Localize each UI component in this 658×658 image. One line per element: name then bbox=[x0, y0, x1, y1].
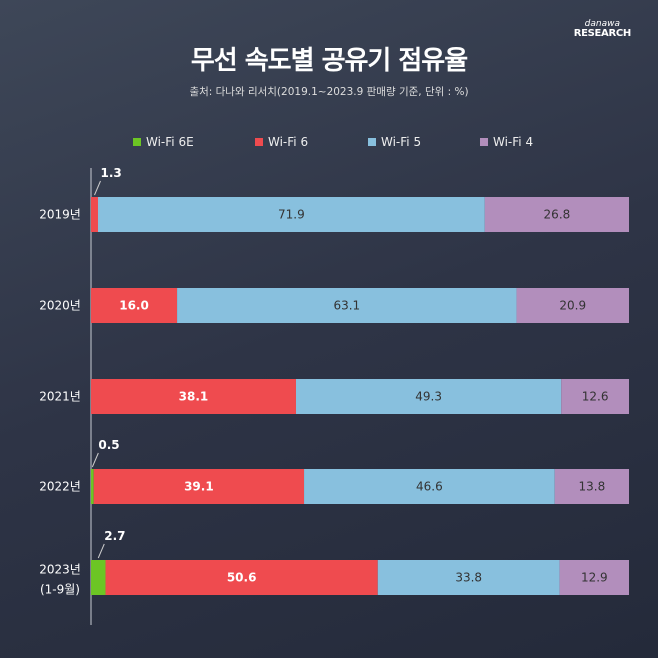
category-label: 2020년 bbox=[39, 299, 81, 313]
legend-swatch bbox=[133, 138, 141, 146]
data-label: 16.0 bbox=[119, 299, 149, 313]
chart-title: 무선 속도별 공유기 점유율 bbox=[190, 46, 468, 76]
bar-segment bbox=[91, 197, 98, 232]
data-label: 63.1 bbox=[333, 299, 360, 313]
data-label: 38.1 bbox=[179, 390, 209, 404]
legend-item: Wi-Fi 6 bbox=[255, 135, 308, 149]
bar-segment bbox=[304, 469, 555, 504]
category-label: 2023년 bbox=[39, 563, 81, 577]
logo-big: RESEARCH bbox=[573, 28, 632, 39]
data-label: 50.6 bbox=[227, 571, 257, 585]
legend-item: Wi-Fi 6E bbox=[133, 135, 194, 149]
category-label: 2022년 bbox=[39, 480, 81, 494]
category-label: 2021년 bbox=[39, 390, 81, 404]
data-label: 26.8 bbox=[544, 208, 571, 222]
data-label: 46.6 bbox=[416, 480, 443, 494]
leader-line bbox=[91, 452, 99, 468]
bar-segment bbox=[561, 379, 629, 414]
bar-segment bbox=[295, 379, 562, 414]
legend-label: Wi-Fi 4 bbox=[493, 135, 534, 149]
data-label: 12.6 bbox=[582, 390, 609, 404]
danawa-research-logo: danawa RESEARCH bbox=[573, 19, 632, 39]
data-label: 33.8 bbox=[455, 571, 482, 585]
bar-segment bbox=[97, 197, 485, 232]
bar-segment bbox=[105, 560, 378, 595]
data-label: 49.3 bbox=[415, 390, 442, 404]
leader-line bbox=[94, 180, 101, 196]
legend-label: Wi-Fi 6E bbox=[146, 135, 194, 149]
bar-segment bbox=[91, 469, 94, 504]
legend-label: Wi-Fi 6 bbox=[268, 135, 309, 149]
chart-subtitle: 출처: 다나와 리서치(2019.1~2023.9 판매량 기준, 단위 : %… bbox=[189, 86, 469, 98]
bar-segment bbox=[177, 288, 517, 323]
bar-segment bbox=[91, 560, 106, 595]
data-label: 1.3 bbox=[100, 166, 121, 180]
data-label: 2.7 bbox=[104, 529, 125, 543]
bar-segment bbox=[559, 560, 629, 595]
legend-swatch bbox=[368, 138, 376, 146]
bar-segment bbox=[484, 197, 629, 232]
bar-segment bbox=[93, 469, 305, 504]
category-label: 2019년 bbox=[39, 208, 81, 222]
legend-item: Wi-Fi 5 bbox=[368, 135, 421, 149]
logo-small: danawa bbox=[584, 19, 620, 29]
bar-segment bbox=[91, 379, 296, 414]
data-label: 20.9 bbox=[559, 299, 586, 313]
bar-segment bbox=[554, 469, 629, 504]
legend-swatch bbox=[255, 138, 263, 146]
bar-segment bbox=[377, 560, 560, 595]
data-label: 0.5 bbox=[98, 438, 119, 452]
data-label: 39.1 bbox=[184, 480, 214, 494]
legend-item: Wi-Fi 4 bbox=[480, 135, 533, 149]
legend-swatch bbox=[480, 138, 488, 146]
data-label: 12.9 bbox=[581, 571, 608, 585]
data-label: 71.9 bbox=[278, 208, 305, 222]
bar-segment bbox=[516, 288, 629, 323]
leader-line bbox=[97, 543, 105, 559]
category-sublabel: (1-9월) bbox=[40, 583, 80, 597]
data-label: 13.8 bbox=[579, 480, 606, 494]
legend-label: Wi-Fi 5 bbox=[381, 135, 422, 149]
bar-segment bbox=[91, 288, 178, 323]
